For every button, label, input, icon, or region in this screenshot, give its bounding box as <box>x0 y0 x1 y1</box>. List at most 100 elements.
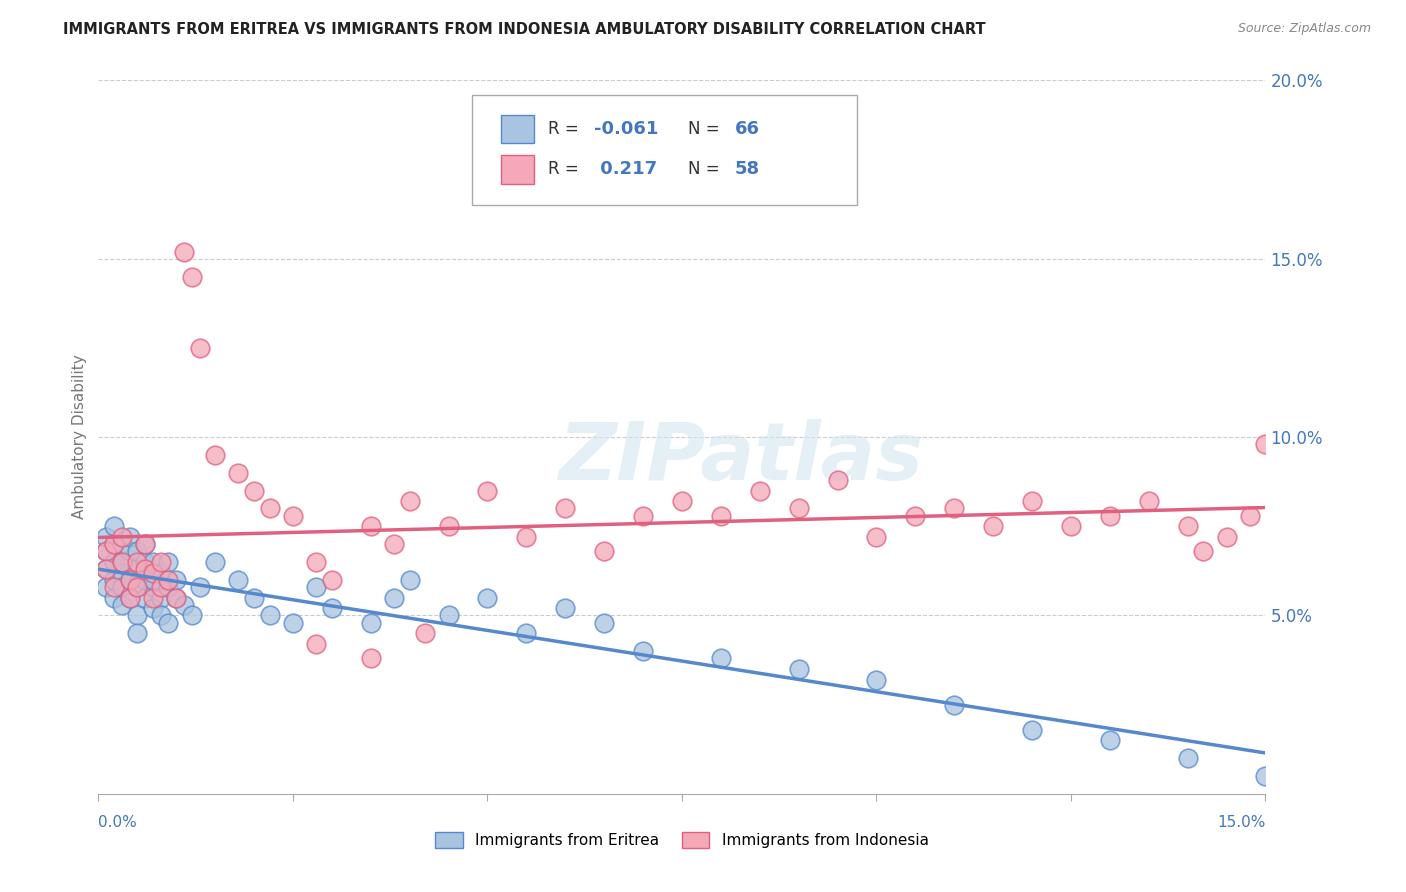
Point <box>165 591 187 605</box>
Point <box>1137 494 1160 508</box>
Point <box>243 483 266 498</box>
Point <box>477 483 499 498</box>
Point <box>118 573 141 587</box>
Point <box>827 473 849 487</box>
Point <box>1098 733 1121 747</box>
Point <box>360 615 382 630</box>
Point <box>118 530 141 544</box>
Text: N =: N = <box>688 161 724 178</box>
Text: Source: ZipAtlas.com: Source: ZipAtlas.com <box>1237 22 1371 36</box>
Legend: Immigrants from Eritrea, Immigrants from Indonesia: Immigrants from Eritrea, Immigrants from… <box>429 826 935 854</box>
Point <box>96 580 118 594</box>
Point <box>1021 723 1043 737</box>
Point <box>1254 769 1277 783</box>
Point <box>1177 519 1199 533</box>
Point <box>118 591 141 605</box>
Point <box>96 544 118 558</box>
Point <box>631 508 654 523</box>
Point <box>228 466 250 480</box>
Point <box>103 555 125 569</box>
Point <box>134 573 156 587</box>
Point <box>111 598 134 612</box>
Point <box>118 573 141 587</box>
Point <box>554 601 576 615</box>
Point <box>111 555 134 569</box>
Point <box>787 662 810 676</box>
Text: -0.061: -0.061 <box>595 120 659 137</box>
Point <box>1177 751 1199 765</box>
Point <box>127 626 149 640</box>
Point <box>593 615 616 630</box>
Text: 0.217: 0.217 <box>595 161 658 178</box>
Point <box>118 544 141 558</box>
Point <box>515 530 537 544</box>
Point <box>321 573 343 587</box>
Point <box>1098 508 1121 523</box>
Point <box>865 530 887 544</box>
Point <box>593 544 616 558</box>
Point <box>111 537 134 551</box>
Point <box>127 544 149 558</box>
Point <box>165 591 187 605</box>
Point <box>360 651 382 665</box>
Point <box>1192 544 1215 558</box>
Point <box>413 626 436 640</box>
Point <box>111 566 134 580</box>
Point <box>188 341 211 355</box>
Point <box>259 501 281 516</box>
Point <box>1254 437 1277 451</box>
Point <box>96 562 118 576</box>
Point <box>96 530 118 544</box>
Point <box>204 448 226 462</box>
FancyBboxPatch shape <box>472 95 858 205</box>
Point <box>103 537 125 551</box>
Point <box>305 580 328 594</box>
Point <box>142 580 165 594</box>
Point <box>134 591 156 605</box>
Y-axis label: Ambulatory Disability: Ambulatory Disability <box>72 355 87 519</box>
Point <box>157 615 180 630</box>
Point <box>437 519 460 533</box>
Point <box>398 573 420 587</box>
Point <box>305 555 328 569</box>
Point <box>149 566 172 580</box>
Point <box>96 562 118 576</box>
Bar <box>501 114 534 143</box>
Point <box>710 651 733 665</box>
Point <box>103 591 125 605</box>
Text: 0.0%: 0.0% <box>98 815 138 830</box>
Point <box>398 494 420 508</box>
Point <box>904 508 927 523</box>
Point <box>134 537 156 551</box>
Text: N =: N = <box>688 120 724 137</box>
Point <box>127 580 149 594</box>
Point <box>111 555 134 569</box>
Point <box>142 573 165 587</box>
Point <box>437 608 460 623</box>
Point <box>228 573 250 587</box>
Point <box>127 580 149 594</box>
Point <box>1021 494 1043 508</box>
Point <box>671 494 693 508</box>
Point <box>382 591 405 605</box>
Point <box>204 555 226 569</box>
Point <box>321 601 343 615</box>
Text: R =: R = <box>548 120 583 137</box>
Point <box>382 537 405 551</box>
Point <box>96 544 118 558</box>
Point <box>149 555 172 569</box>
Bar <box>501 155 534 184</box>
Point <box>188 580 211 594</box>
Point <box>103 519 125 533</box>
Point <box>165 573 187 587</box>
Point <box>554 501 576 516</box>
Point <box>1215 530 1237 544</box>
Point <box>710 508 733 523</box>
Point <box>180 608 202 623</box>
Point <box>515 626 537 640</box>
Point <box>142 555 165 569</box>
Point <box>103 537 125 551</box>
Point <box>360 519 382 533</box>
Point <box>142 591 165 605</box>
Point <box>134 555 156 569</box>
